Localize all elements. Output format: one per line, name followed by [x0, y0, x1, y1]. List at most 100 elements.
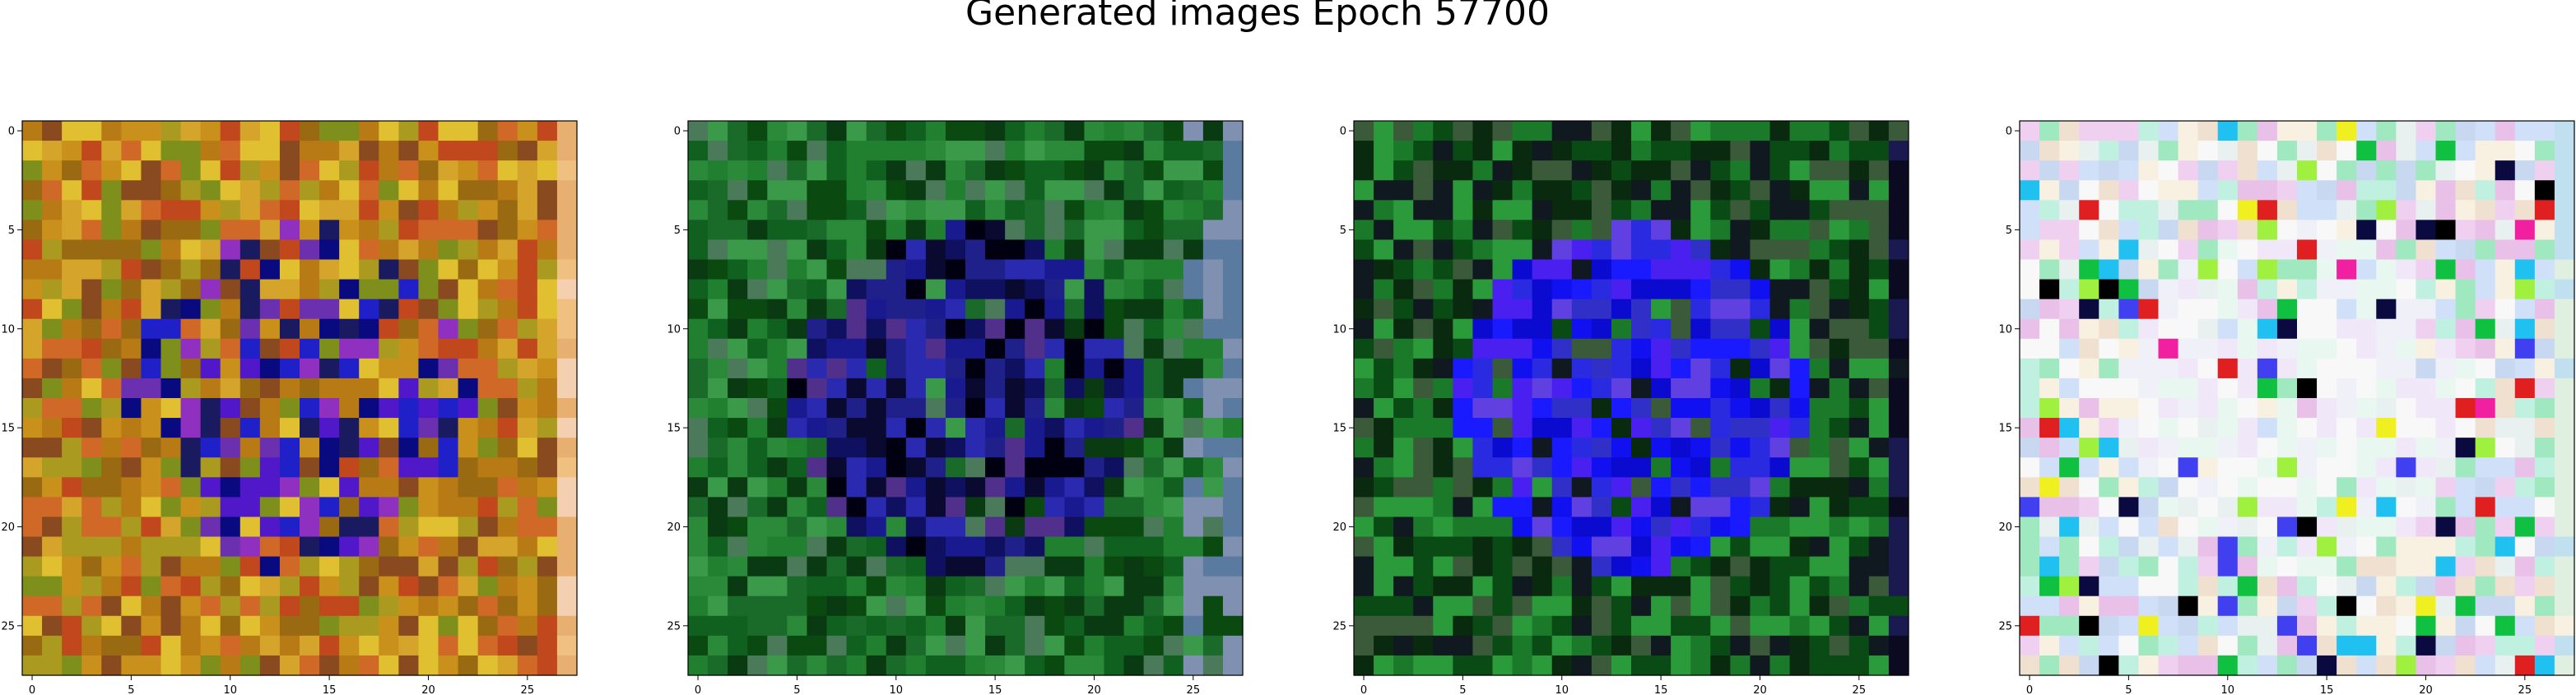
pixel	[160, 477, 182, 498]
pixel	[121, 220, 142, 241]
pixel	[2495, 615, 2516, 637]
pixel	[787, 239, 808, 261]
pixel	[1512, 378, 1533, 399]
pixel	[767, 338, 788, 359]
pixel	[1829, 141, 1850, 161]
pixel	[2257, 279, 2278, 300]
pixel	[121, 438, 142, 458]
y-tick-label: 10	[1, 323, 15, 336]
pixel	[458, 279, 479, 300]
pixel	[767, 438, 788, 458]
pixel	[905, 338, 927, 359]
pixel	[1163, 160, 1184, 181]
pixel	[1183, 635, 1204, 656]
pixel	[1829, 338, 1850, 359]
pixel	[2197, 318, 2219, 340]
pixel	[1750, 438, 1771, 458]
pixel	[1084, 160, 1105, 181]
pixel	[2059, 299, 2080, 320]
pixel	[2138, 615, 2160, 637]
pixel	[708, 615, 728, 637]
pixel	[279, 180, 300, 201]
pixel	[866, 477, 887, 498]
pixel	[418, 418, 439, 438]
pixel	[1492, 141, 1514, 161]
pixel	[1354, 141, 1374, 161]
pixel	[22, 121, 43, 141]
pixel	[1472, 517, 1494, 538]
pixel	[1591, 576, 1612, 597]
pixel	[1453, 239, 1474, 261]
pixel	[517, 438, 538, 458]
pixel	[2138, 536, 2160, 558]
pixel	[1730, 418, 1751, 438]
pixel	[1202, 398, 1224, 419]
pixel	[2297, 279, 2318, 300]
pixel	[2475, 615, 2496, 637]
pixel	[1064, 220, 1086, 241]
pixel	[537, 318, 558, 340]
pixel	[1393, 299, 1414, 320]
pixel	[497, 279, 518, 300]
pixel	[1064, 418, 1086, 438]
pixel	[1143, 141, 1165, 161]
pixel	[1354, 438, 1374, 458]
pixel	[2396, 200, 2417, 220]
pixel	[418, 299, 439, 320]
pixel	[1571, 180, 1593, 201]
pixel	[2317, 438, 2337, 458]
pixel	[2554, 279, 2575, 300]
pixel	[2059, 141, 2080, 161]
pixel	[1789, 338, 1811, 359]
pixel	[319, 595, 340, 617]
pixel	[379, 180, 399, 201]
pixel	[477, 418, 499, 438]
pixel	[2554, 635, 2575, 656]
pixel	[1354, 595, 1374, 617]
pixel	[2059, 239, 2080, 261]
pixel	[556, 160, 578, 181]
pixel	[1084, 438, 1105, 458]
pixel	[1611, 556, 1632, 577]
pixel	[826, 160, 848, 181]
pixel	[1710, 121, 1731, 141]
pixel	[2455, 655, 2476, 676]
pixel	[180, 299, 202, 320]
pixel	[517, 378, 538, 399]
pixel	[160, 457, 182, 478]
pixel	[1591, 239, 1612, 261]
pixel	[220, 438, 241, 458]
pixel	[1433, 378, 1453, 399]
pixel	[1005, 220, 1025, 241]
pixel	[1730, 160, 1751, 181]
pixel	[160, 160, 182, 181]
pixel	[2337, 299, 2357, 320]
y-tick-label: 0	[1340, 126, 1346, 138]
pixel	[141, 457, 162, 478]
pixel	[1005, 556, 1025, 577]
pixel	[2416, 259, 2437, 280]
pixel	[259, 259, 281, 280]
pixel	[1044, 536, 1065, 558]
pixel	[2534, 398, 2555, 419]
pixel	[42, 457, 63, 478]
pixel	[1789, 418, 1811, 438]
pixel	[438, 576, 459, 597]
pixel	[2059, 517, 2080, 538]
pixel	[279, 595, 300, 617]
pixel	[81, 141, 102, 161]
pixel	[1611, 536, 1632, 558]
pixel	[807, 595, 828, 617]
pixel	[965, 358, 986, 379]
pixel	[1104, 457, 1125, 478]
pixel	[1611, 378, 1632, 399]
pixel	[259, 576, 281, 597]
pixel	[1730, 259, 1751, 280]
pixel	[121, 556, 142, 577]
pixel	[1433, 418, 1453, 438]
pixel	[2257, 141, 2278, 161]
pixel	[537, 121, 558, 141]
pixel	[1809, 318, 1830, 340]
pixel	[2356, 220, 2377, 241]
x-tick-label: 25	[521, 684, 535, 695]
